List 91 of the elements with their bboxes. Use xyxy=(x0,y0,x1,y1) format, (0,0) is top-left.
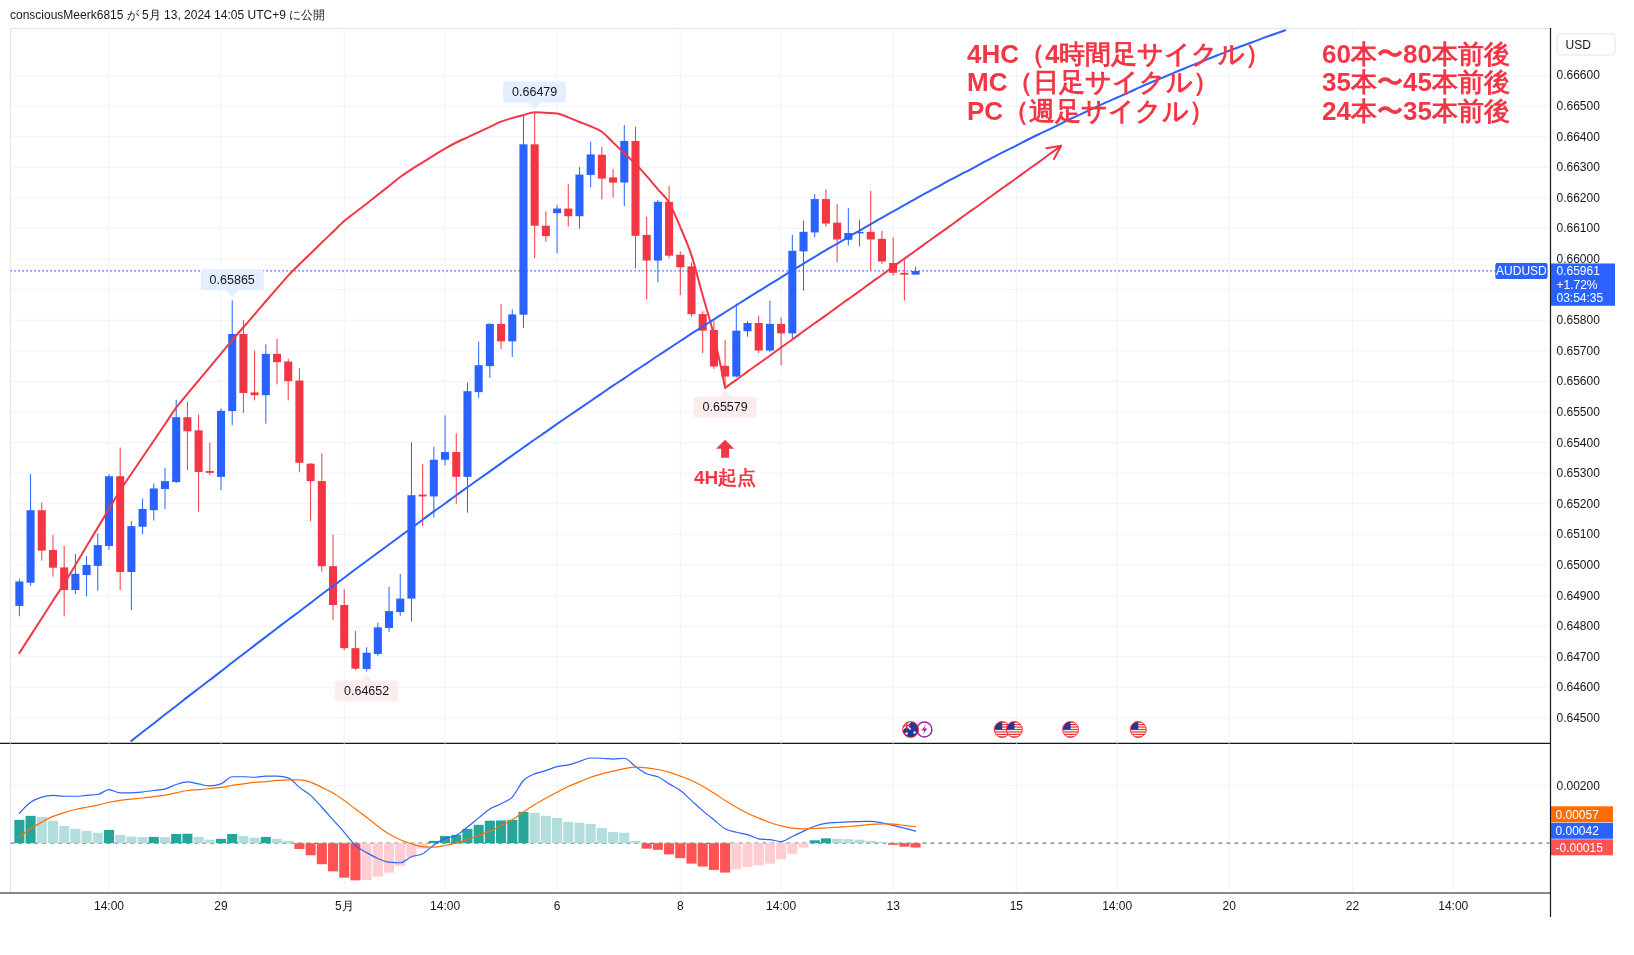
annotation: 24本〜35本前後 xyxy=(1322,95,1510,126)
y-tick-label: 0.66500 xyxy=(1556,99,1601,114)
y-tick-label: 0.65600 xyxy=(1556,374,1601,389)
y-tick-label: 0.66400 xyxy=(1556,129,1601,144)
x-tick-label: 8 xyxy=(676,898,684,913)
annotation: 35本〜45本前後 xyxy=(1322,67,1510,98)
y-tick-label: 0.66200 xyxy=(1556,190,1601,205)
candlestick xyxy=(71,553,80,595)
candlestick xyxy=(597,146,606,200)
text: 03:54:35 xyxy=(1556,291,1604,306)
y-axis-title: USD xyxy=(1565,37,1592,52)
annotation: 0.66479 xyxy=(512,85,558,100)
bar xyxy=(14,819,25,844)
bar xyxy=(249,837,260,844)
x-tick-label: 5月 xyxy=(334,898,354,913)
candlestick xyxy=(93,532,102,592)
y-tick-label: 0.66100 xyxy=(1556,221,1601,236)
x-tick-label: 14:00 xyxy=(430,898,461,913)
candlestick xyxy=(586,141,595,188)
x-tick-label: 6 xyxy=(553,898,561,913)
candlestick xyxy=(833,203,842,263)
ref-line-label: AUDUSD xyxy=(1496,263,1548,278)
text: 0.00042 xyxy=(1555,824,1600,839)
candlestick xyxy=(351,630,360,671)
annotation: 0.64652 xyxy=(344,683,390,698)
candlestick xyxy=(877,230,886,265)
y-tick-label: 0.65200 xyxy=(1556,496,1601,511)
bar xyxy=(103,829,115,844)
y-tick-label: 0.65700 xyxy=(1556,343,1601,358)
annotation: 60本〜80本前後 xyxy=(1322,39,1510,69)
bar xyxy=(260,836,271,844)
candlestick xyxy=(138,498,147,535)
y-tick-label: 0.66600 xyxy=(1556,68,1601,83)
y-tick-label: 0.64700 xyxy=(1556,649,1601,664)
candlestick xyxy=(866,190,875,272)
y-tick-label: 0.64600 xyxy=(1556,680,1601,695)
annotation: 4H起点 xyxy=(693,466,757,488)
bar xyxy=(137,837,148,844)
candlestick xyxy=(250,350,259,401)
candlestick xyxy=(183,401,192,471)
candlestick xyxy=(284,358,293,401)
candlestick xyxy=(777,316,786,366)
x-tick-label: 15 xyxy=(1009,898,1024,913)
candlestick xyxy=(609,168,618,199)
text: -0.00015 xyxy=(1555,840,1604,855)
bar xyxy=(294,843,305,849)
y-tick-label: 0.65500 xyxy=(1556,405,1601,419)
y-tick-label: 0.65800 xyxy=(1556,313,1601,328)
text: 0.00057 xyxy=(1555,807,1600,822)
text: 0.00200 xyxy=(1556,778,1601,793)
candlestick xyxy=(385,586,394,633)
x-tick-label: 14:00 xyxy=(1438,898,1469,913)
bar xyxy=(148,836,159,844)
candlestick xyxy=(205,442,214,476)
candlestick xyxy=(564,183,573,228)
y-tick-label: 0.65000 xyxy=(1556,557,1601,572)
x-tick-label: 22 xyxy=(1345,898,1360,913)
annotation: 0.65865 xyxy=(209,272,255,287)
y-tick-label: 0.65300 xyxy=(1556,466,1601,481)
candlestick xyxy=(149,483,158,522)
candlestick xyxy=(441,414,450,467)
y-tick-label: 0.66300 xyxy=(1556,160,1601,175)
candlestick xyxy=(396,573,405,617)
text: +1.72% xyxy=(1556,277,1598,292)
bar xyxy=(25,815,36,844)
candlestick xyxy=(362,646,371,672)
annotation: 0.65579 xyxy=(702,400,748,415)
candlestick xyxy=(48,534,57,578)
x-tick-label: 29 xyxy=(214,898,228,913)
candlestick xyxy=(82,555,91,597)
bar xyxy=(238,836,249,844)
x-tick-label: 14:00 xyxy=(766,898,797,913)
chart-title: consciousMeerk6815 が 5月 13, 2024 14:05 UTC+9 に公開 xyxy=(10,8,326,22)
y-tick-label: 0.65100 xyxy=(1556,527,1601,542)
candlestick xyxy=(676,250,685,296)
candlestick xyxy=(497,303,506,350)
y-tick-label: 0.64900 xyxy=(1556,588,1601,603)
bar xyxy=(159,837,171,844)
y-tick-label: 0.64800 xyxy=(1556,619,1601,634)
bar xyxy=(910,843,921,848)
x-tick-label: 20 xyxy=(1222,898,1237,913)
candlestick xyxy=(160,467,170,510)
candlestick xyxy=(541,210,550,243)
candlestick xyxy=(306,462,315,522)
x-tick-label: 13 xyxy=(886,898,901,913)
x-tick-label: 14:00 xyxy=(1102,898,1133,913)
y-tick-label: 0.64500 xyxy=(1556,710,1601,725)
candlestick xyxy=(900,257,909,302)
y-tick-label: 0.65400 xyxy=(1556,435,1601,450)
x-tick-label: 14:00 xyxy=(93,898,125,913)
candlestick xyxy=(272,338,282,385)
